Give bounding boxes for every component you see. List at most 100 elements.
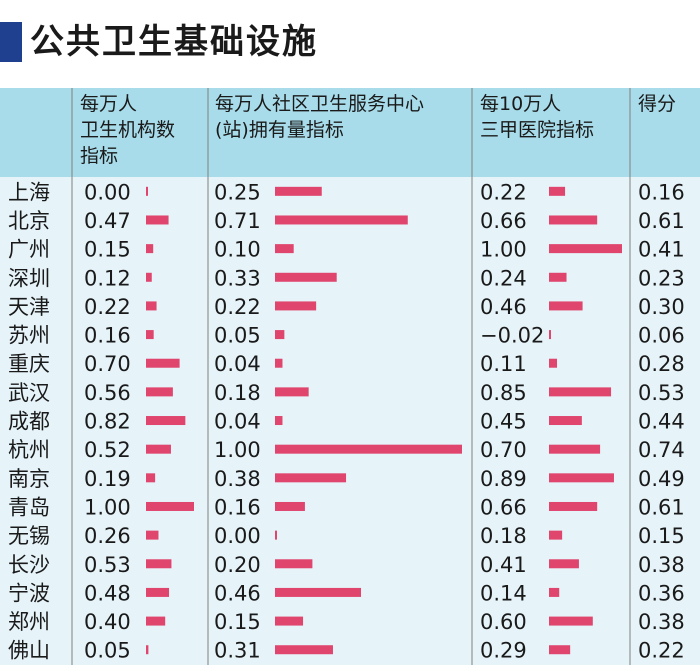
column-header-line: 得分 xyxy=(638,93,676,115)
value-label: 0.33 xyxy=(214,266,261,290)
value-label: 0.29 xyxy=(480,639,527,663)
value-label: 0.44 xyxy=(638,410,685,434)
value-label: 0.53 xyxy=(84,553,131,577)
column-header-line: 卫生机构数 xyxy=(80,119,175,141)
city-label: 佛山 xyxy=(8,639,50,663)
value-label: 0.22 xyxy=(480,180,527,204)
value-label: 0.56 xyxy=(84,381,131,405)
value-bar xyxy=(549,358,558,368)
value-bar xyxy=(146,272,152,282)
value-label: 0.11 xyxy=(480,352,527,376)
value-bar xyxy=(275,444,462,454)
value-label: 0.16 xyxy=(84,324,131,348)
city-label: 深圳 xyxy=(8,266,50,290)
value-label: 0.18 xyxy=(214,381,261,405)
value-bar xyxy=(146,215,169,225)
value-label: 0.66 xyxy=(480,495,527,519)
value-bar xyxy=(146,559,172,569)
value-bar xyxy=(275,645,333,655)
value-bar xyxy=(275,330,285,340)
value-label: 0.15 xyxy=(638,524,685,548)
city-label: 成都 xyxy=(8,410,50,434)
value-bar xyxy=(275,301,317,311)
value-label: 0.10 xyxy=(214,238,261,262)
value-bar xyxy=(549,501,598,511)
value-bar xyxy=(275,587,362,597)
value-label: 0.30 xyxy=(638,295,685,319)
value-label: 0.15 xyxy=(84,238,131,262)
value-label: 0.23 xyxy=(638,266,685,290)
value-bar xyxy=(146,645,149,655)
value-label: 0.28 xyxy=(638,352,685,376)
column-header-line: 每10万人 xyxy=(480,93,561,115)
value-bar xyxy=(549,416,582,426)
value-label: 0.05 xyxy=(214,324,261,348)
value-bar xyxy=(275,272,337,282)
value-label: 0.18 xyxy=(480,524,527,548)
value-label: 0.12 xyxy=(84,266,131,290)
value-bar xyxy=(275,559,313,569)
value-label: 0.49 xyxy=(638,467,685,491)
value-bar xyxy=(146,186,148,196)
value-label: 0.89 xyxy=(480,467,527,491)
city-label: 郑州 xyxy=(8,610,50,634)
city-label: 无锡 xyxy=(8,524,50,548)
value-bar xyxy=(275,501,305,511)
column-header-line: 指标 xyxy=(80,145,118,167)
value-label: 0.70 xyxy=(480,438,527,462)
value-label: 0.71 xyxy=(214,209,261,233)
value-label: 0.20 xyxy=(214,553,261,577)
value-bar xyxy=(146,301,157,311)
value-bar xyxy=(275,616,304,626)
value-label: 0.38 xyxy=(638,610,685,634)
value-bar xyxy=(146,358,180,368)
value-label: 0.24 xyxy=(480,266,527,290)
value-bar xyxy=(549,587,560,597)
value-label: 0.48 xyxy=(84,581,131,605)
page-title: 公共卫生基础设施 xyxy=(30,22,318,62)
value-label: 0.00 xyxy=(214,524,261,548)
value-label: 0.04 xyxy=(214,410,261,434)
column-header-line: 每万人社区卫生服务中心 xyxy=(215,93,424,115)
value-bar xyxy=(146,501,194,511)
value-bar xyxy=(146,330,154,340)
value-bar xyxy=(549,215,598,225)
city-label: 杭州 xyxy=(8,438,50,462)
value-label: 0.38 xyxy=(638,553,685,577)
value-bar xyxy=(275,387,309,397)
city-label: 广州 xyxy=(8,238,50,262)
value-label: 0.52 xyxy=(84,438,131,462)
value-label: 0.00 xyxy=(84,180,131,204)
value-bar xyxy=(549,645,571,655)
value-label: 0.05 xyxy=(84,639,131,663)
value-label: 0.41 xyxy=(480,553,527,577)
value-bar xyxy=(549,387,612,397)
city-label: 天津 xyxy=(8,295,50,319)
value-bar xyxy=(549,530,563,540)
city-label: 宁波 xyxy=(8,581,50,605)
value-label: 0.60 xyxy=(480,610,527,634)
city-label: 南京 xyxy=(8,467,50,491)
value-bar xyxy=(275,244,294,254)
column-header-line: 每万人 xyxy=(80,93,137,115)
column-header-line: 三甲医院指标 xyxy=(480,119,594,141)
value-bar xyxy=(549,272,567,282)
value-bar xyxy=(275,358,283,368)
city-label: 上海 xyxy=(8,180,50,204)
value-label: 0.22 xyxy=(84,295,131,319)
value-bar xyxy=(146,444,171,454)
value-bar xyxy=(275,215,408,225)
city-label: 青岛 xyxy=(8,495,50,519)
value-bar xyxy=(275,530,277,540)
value-bar xyxy=(275,473,347,483)
value-label: 0.36 xyxy=(638,581,685,605)
title-accent xyxy=(0,22,22,62)
value-label: 0.74 xyxy=(638,438,685,462)
value-bar xyxy=(549,301,583,311)
value-label: 0.22 xyxy=(214,295,261,319)
value-bar xyxy=(146,416,186,426)
value-label: 0.41 xyxy=(638,238,685,262)
value-bar xyxy=(549,473,614,483)
value-bar xyxy=(275,416,283,426)
